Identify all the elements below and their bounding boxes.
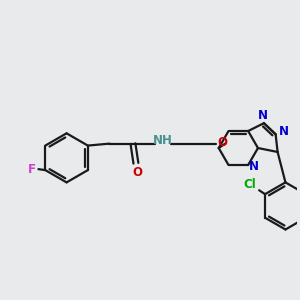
Text: N: N <box>278 125 289 138</box>
Text: O: O <box>132 166 142 178</box>
Text: N: N <box>249 160 259 173</box>
Text: Cl: Cl <box>243 178 256 191</box>
Text: O: O <box>217 136 227 149</box>
Text: F: F <box>28 163 36 176</box>
Text: NH: NH <box>152 134 172 147</box>
Text: N: N <box>258 109 268 122</box>
